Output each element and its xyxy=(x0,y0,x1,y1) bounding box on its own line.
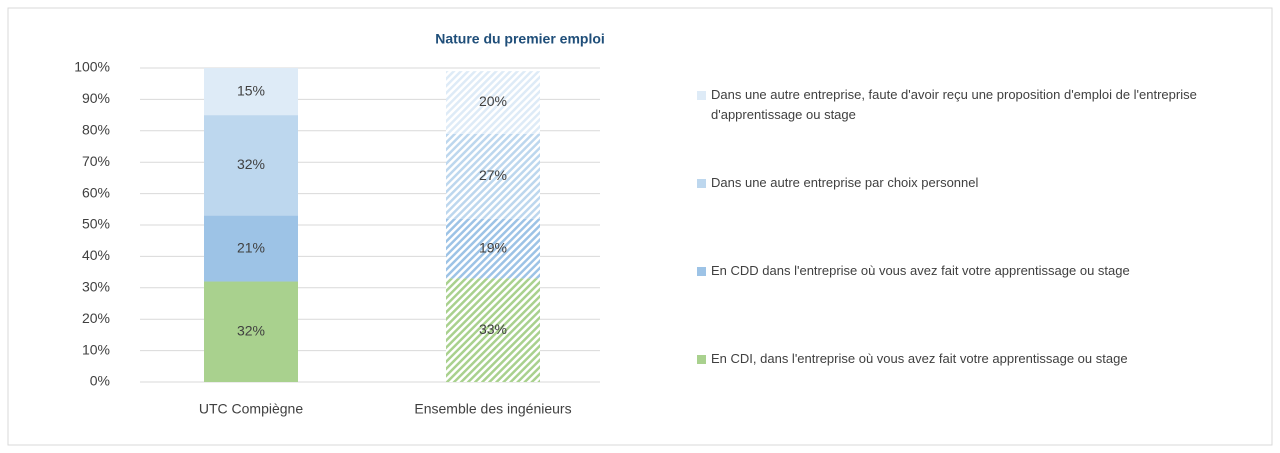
bar-segment xyxy=(446,71,540,134)
bar-segment xyxy=(446,133,540,219)
data-label: 20% xyxy=(479,93,507,109)
legend-swatch xyxy=(697,267,706,276)
bar-segment xyxy=(204,115,298,216)
legend-label: En CDD dans l'entreprise où vous avez fa… xyxy=(711,263,1130,278)
y-tick-label: 100% xyxy=(74,59,110,75)
y-tick-label: 10% xyxy=(82,341,110,357)
x-tick-label: UTC Compiègne xyxy=(199,401,303,417)
y-tick-label: 70% xyxy=(82,153,110,169)
legend-item: Dans une autre entreprise, faute d'avoir… xyxy=(711,87,1197,122)
bar-segment xyxy=(204,215,298,282)
data-label: 33% xyxy=(479,321,507,337)
data-label: 32% xyxy=(237,156,265,172)
x-tick-label: Ensemble des ingénieurs xyxy=(414,401,571,417)
y-tick-label: 80% xyxy=(82,122,110,138)
data-label: 21% xyxy=(237,239,265,255)
legend-label: Dans une autre entreprise par choix pers… xyxy=(711,175,979,190)
data-label: 27% xyxy=(479,167,507,183)
chart-title: Nature du premier emploi xyxy=(435,31,605,47)
legend-label: Dans une autre entreprise, faute d'avoir… xyxy=(711,87,1197,122)
y-tick-label: 40% xyxy=(82,247,110,263)
data-label: 19% xyxy=(479,239,507,255)
legend-label: En CDI, dans l'entreprise où vous avez f… xyxy=(711,351,1128,366)
data-label: 32% xyxy=(237,322,265,338)
bar-segment xyxy=(204,68,298,116)
legend-item: En CDD dans l'entreprise où vous avez fa… xyxy=(711,263,1130,278)
legend-item: Dans une autre entreprise par choix pers… xyxy=(711,175,979,190)
legend-item: En CDI, dans l'entreprise où vous avez f… xyxy=(711,351,1128,366)
legend-swatch xyxy=(697,91,706,100)
bar-segment xyxy=(446,218,540,279)
data-label: 15% xyxy=(237,82,265,98)
bar-segment xyxy=(204,281,298,382)
y-tick-label: 0% xyxy=(90,373,110,389)
legend-swatch xyxy=(697,355,706,364)
y-tick-label: 90% xyxy=(82,90,110,106)
y-tick-label: 60% xyxy=(82,184,110,200)
y-tick-label: 30% xyxy=(82,279,110,295)
bar-segment xyxy=(446,278,540,382)
y-tick-label: 50% xyxy=(82,216,110,232)
y-tick-label: 20% xyxy=(82,310,110,326)
legend-swatch xyxy=(697,179,706,188)
